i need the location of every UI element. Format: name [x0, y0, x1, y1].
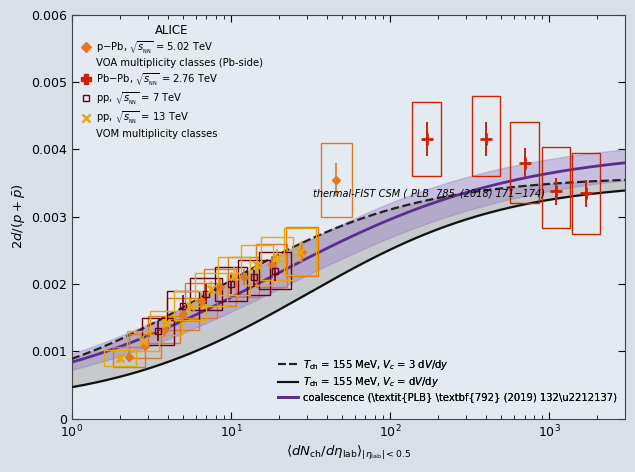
X-axis label: $\langle dN_{\mathrm{ch}}/d\eta_{\mathrm{lab}}\rangle_{|\eta_{\mathrm{lab}}|< 0.: $\langle dN_{\mathrm{ch}}/d\eta_{\mathrm… — [286, 444, 411, 462]
Text: thermal-FIST CSM (  PLB   785  (2018) 171−174): thermal-FIST CSM ( PLB 785 (2018) 171−17… — [312, 188, 545, 199]
Legend: $T_\mathrm{ch}$ = 155 MeV, $V_c$ = 3 d$V$/d$y$, $T_\mathrm{ch}$ = 155 MeV, $V_c$: $T_\mathrm{ch}$ = 155 MeV, $V_c$ = 3 d$V… — [276, 354, 620, 405]
Y-axis label: $2d/(p + \bar{p})$: $2d/(p + \bar{p})$ — [10, 184, 27, 250]
